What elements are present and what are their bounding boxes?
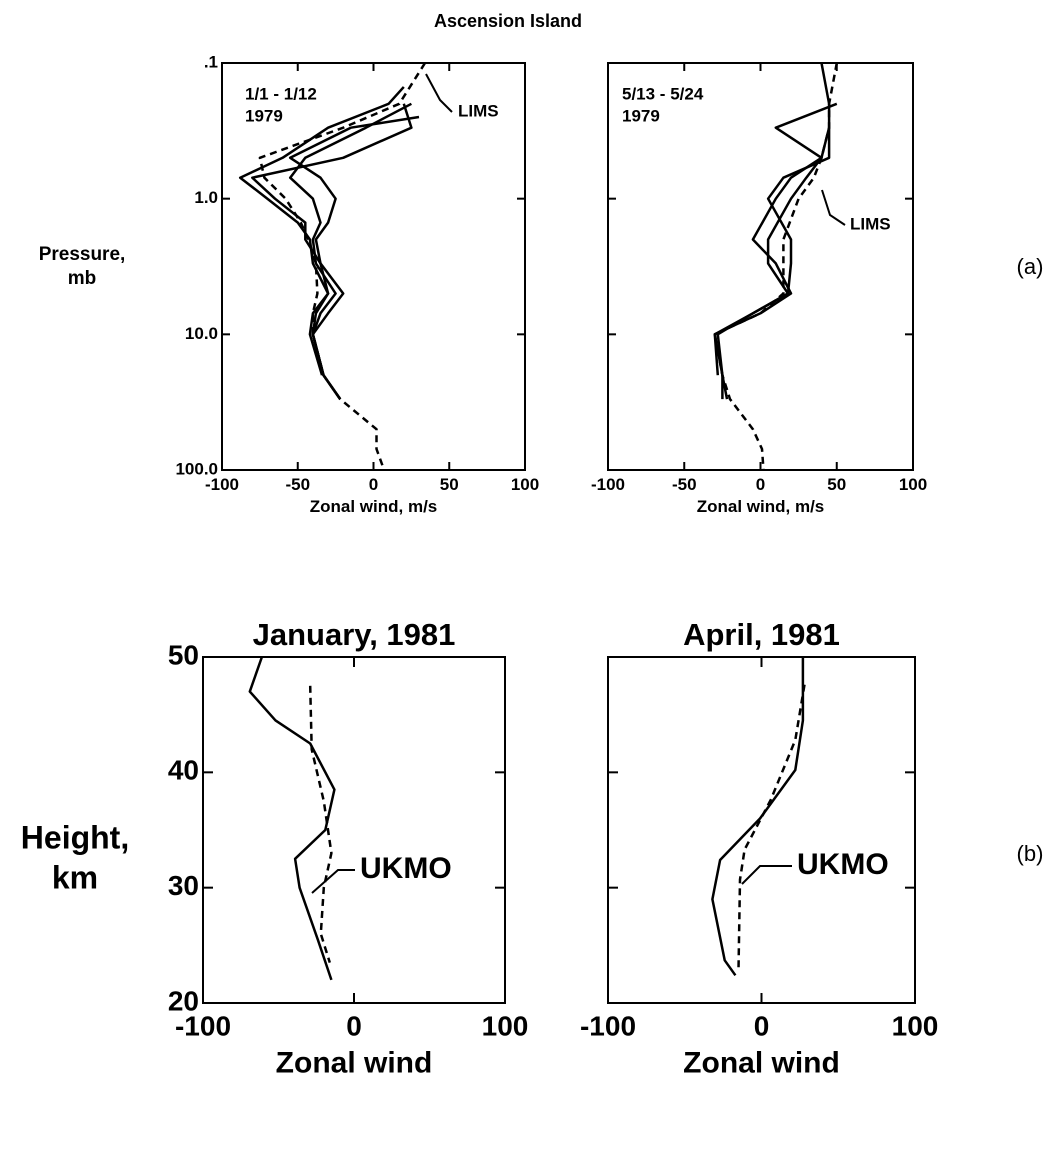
series-label: UKMO	[797, 848, 889, 881]
series-label: LIMS	[458, 101, 499, 120]
x-tick-label: -100	[580, 1011, 636, 1042]
chart-title: January, 1981	[253, 617, 456, 652]
x-tick-label: -100	[591, 475, 625, 494]
profile-line	[716, 127, 831, 400]
y-axis-label: Pressure,	[39, 244, 126, 265]
panel-label: (a)	[1017, 254, 1044, 279]
chart-title: April, 1981	[683, 617, 840, 652]
x-tick-label: 0	[369, 475, 378, 494]
x-tick-label: 50	[440, 475, 459, 494]
label-leader	[425, 73, 453, 113]
label-leader	[821, 189, 846, 226]
y-tick-label: 40	[168, 755, 199, 786]
profile-line	[713, 62, 839, 471]
x-tick-label: 0	[756, 475, 765, 494]
x-tick-label: 100	[892, 1011, 939, 1042]
y-axis-label: mb	[68, 268, 97, 289]
panel-label: (b)	[1017, 841, 1044, 866]
profile-line	[288, 115, 420, 376]
y-tick-label: 100.0	[175, 459, 218, 478]
profile-line	[238, 86, 405, 400]
series-label: UKMO	[360, 852, 452, 885]
x-tick-label: 0	[346, 1011, 362, 1042]
x-tick-label: -50	[285, 475, 310, 494]
x-tick-label: 100	[899, 475, 927, 494]
figure-title: Ascension Island	[434, 11, 582, 31]
y-tick-label: 50	[168, 639, 199, 670]
x-tick-label: 0	[754, 1011, 770, 1042]
x-tick-label: 100	[482, 1011, 529, 1042]
plot-frame	[202, 656, 506, 1004]
y-tick-label: .1	[204, 52, 218, 71]
profile-line	[251, 103, 413, 400]
annotation: 1/1 - 1/12	[245, 84, 317, 103]
profile-line	[308, 685, 333, 963]
y-tick-label: 1.0	[194, 188, 218, 207]
profile-line	[737, 684, 806, 970]
profile-line	[248, 656, 336, 981]
y-tick-label: 10.0	[185, 324, 218, 343]
x-axis-label: Zonal wind, m/s	[697, 497, 825, 516]
annotation: 5/13 - 5/24	[622, 84, 704, 103]
x-axis-label: Zonal wind	[276, 1047, 433, 1080]
y-tick-label: 30	[168, 870, 199, 901]
x-tick-label: 50	[827, 475, 846, 494]
label-leader	[311, 869, 355, 894]
y-axis-label: km	[52, 859, 98, 895]
x-axis-label: Zonal wind	[683, 1047, 840, 1080]
x-axis-label: Zonal wind, m/s	[310, 497, 438, 516]
y-tick-label: 20	[168, 985, 199, 1016]
label-leader	[741, 865, 792, 885]
series-label: LIMS	[850, 214, 891, 233]
x-tick-label: 100	[511, 475, 539, 494]
profile-line	[258, 62, 427, 471]
x-tick-label: -100	[175, 1011, 231, 1042]
profile-line	[713, 102, 838, 376]
plot-frame	[607, 656, 916, 1004]
x-tick-label: -50	[672, 475, 697, 494]
profile-line	[288, 102, 412, 400]
profile-line	[711, 657, 805, 977]
x-tick-label: -100	[205, 475, 239, 494]
annotation: 1979	[245, 106, 283, 125]
y-axis-label: Height,	[21, 819, 129, 855]
annotation: 1979	[622, 106, 660, 125]
